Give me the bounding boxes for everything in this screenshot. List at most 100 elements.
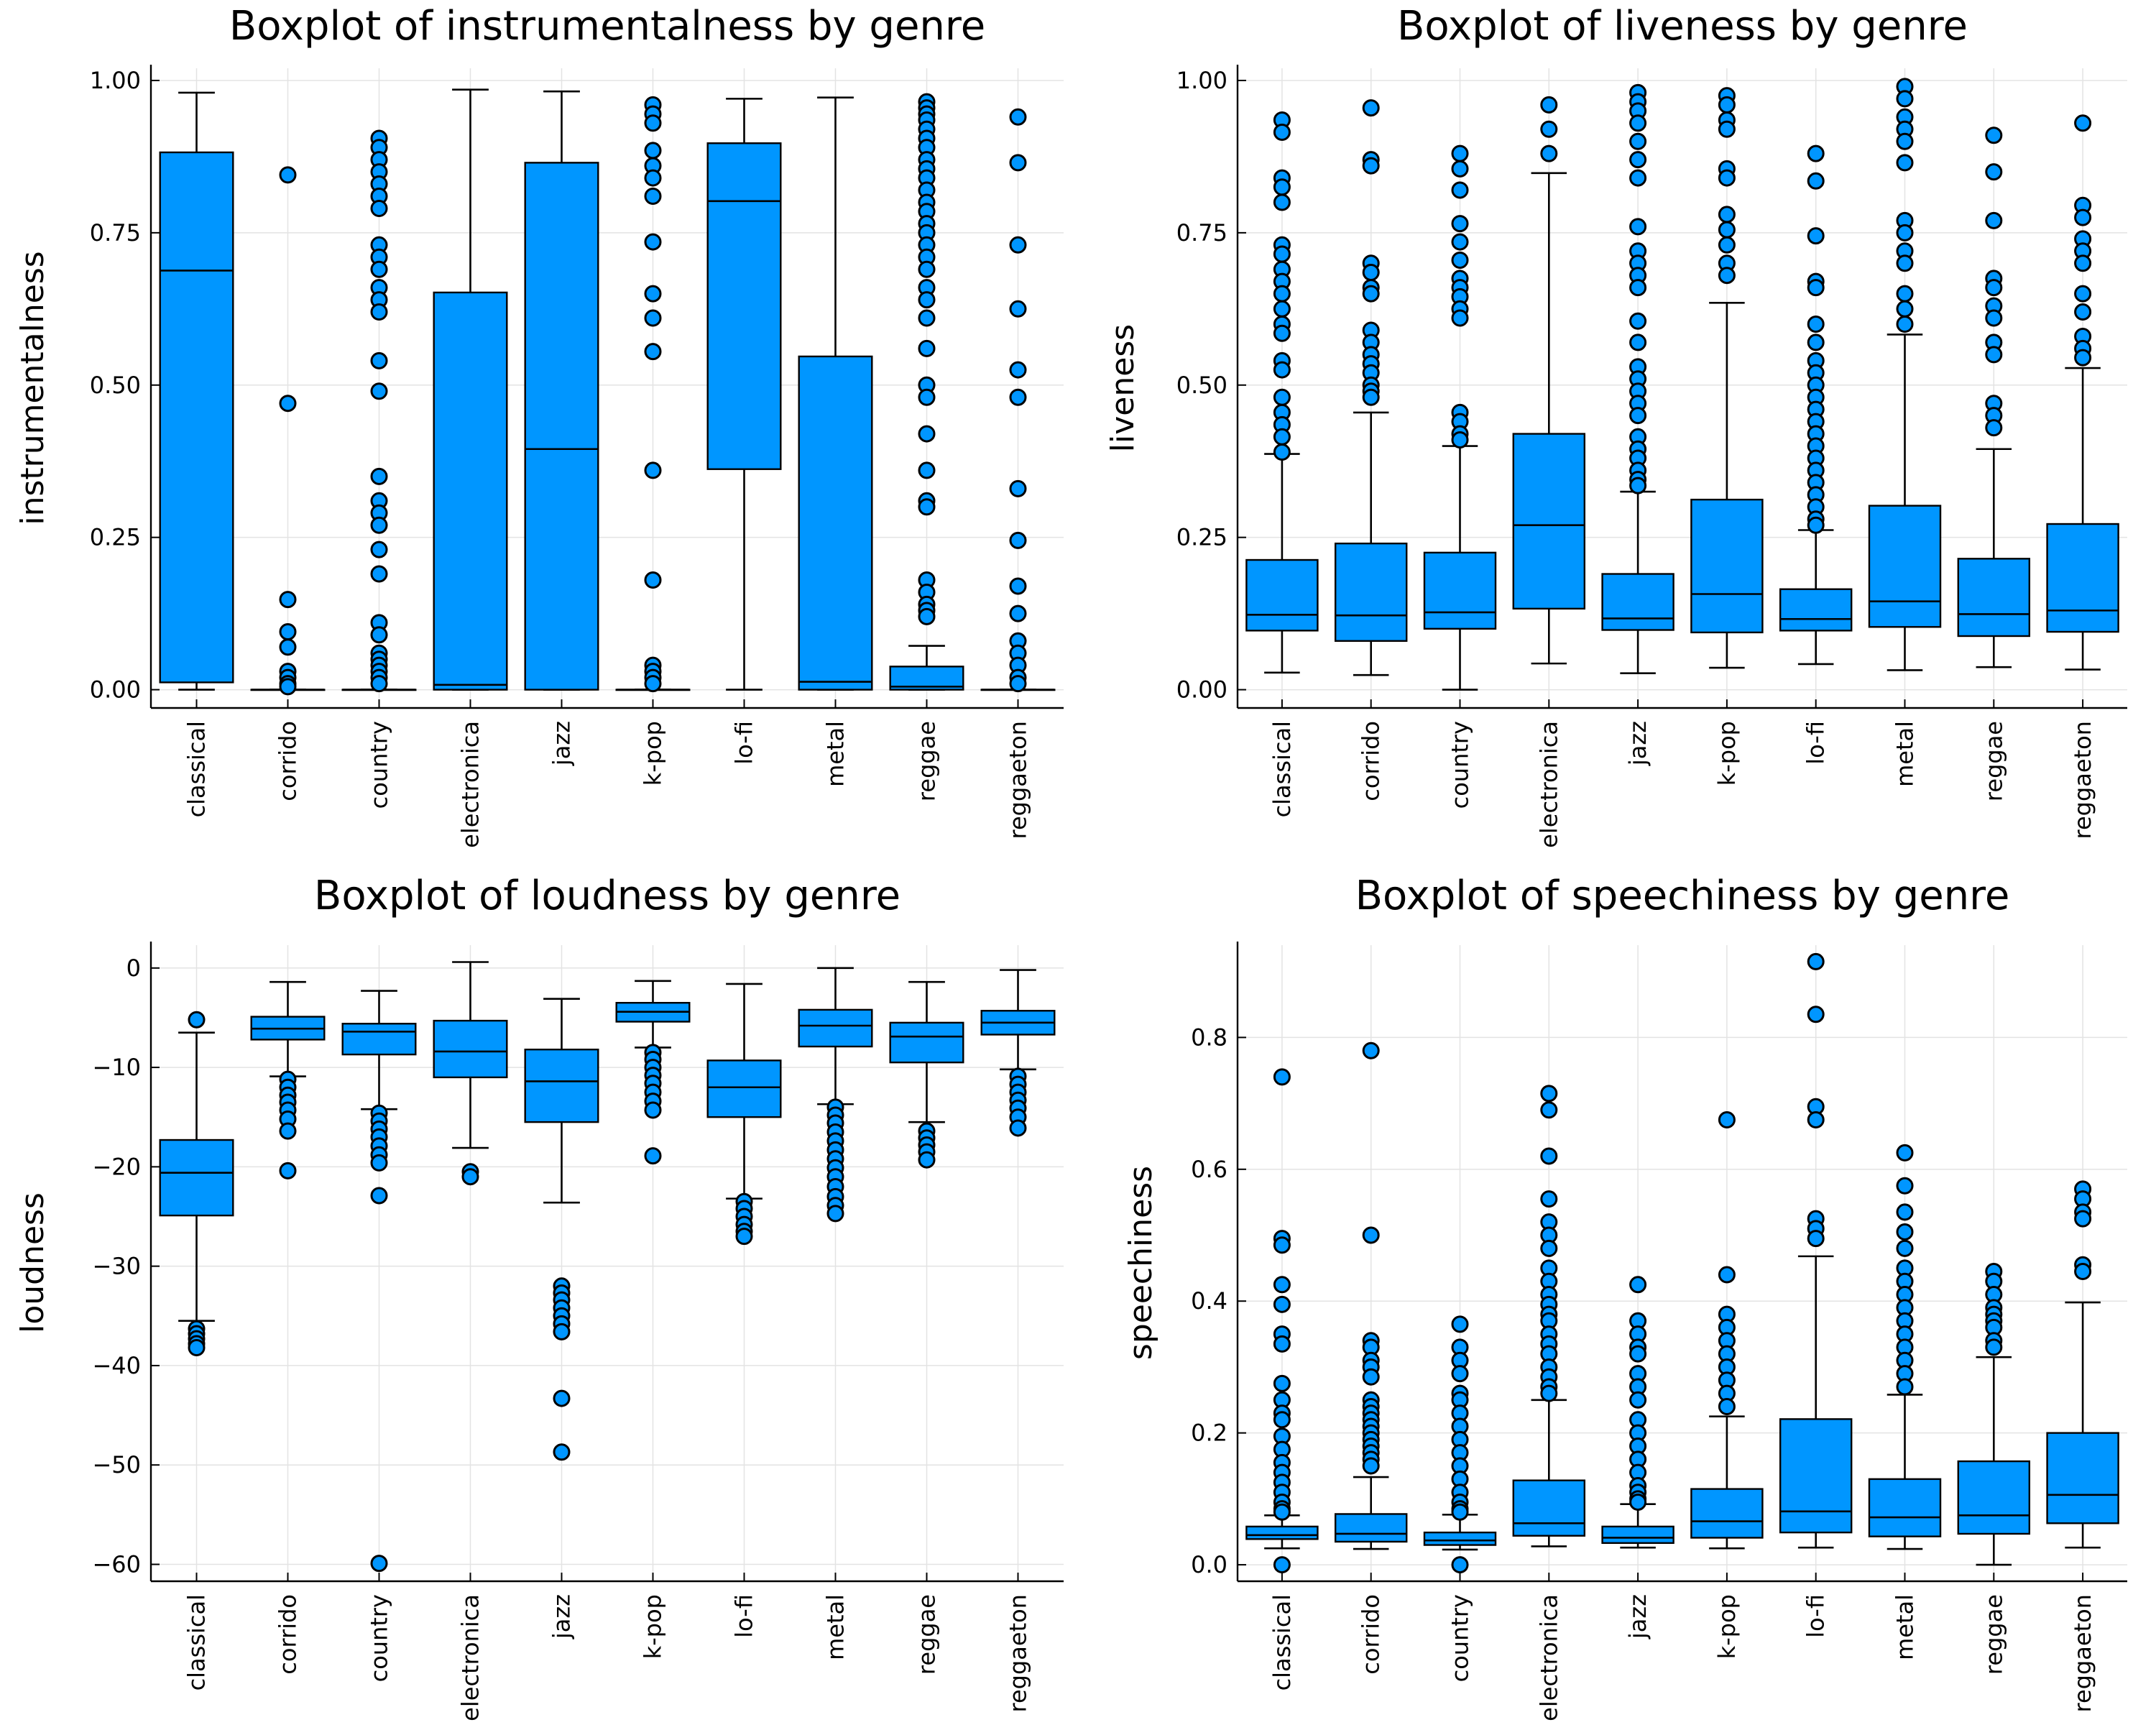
outlier-point bbox=[370, 351, 388, 369]
box-metal bbox=[1868, 1144, 1942, 1550]
outlier-point bbox=[1629, 1345, 1647, 1363]
box-k-pop bbox=[1690, 87, 1764, 669]
outlier-point bbox=[1273, 1374, 1291, 1392]
outlier-point bbox=[1273, 1295, 1291, 1313]
outlier-point bbox=[1451, 160, 1469, 178]
x-tick-label: k-pop bbox=[1713, 721, 1741, 786]
box-k-pop bbox=[615, 980, 691, 1165]
iqr-box bbox=[524, 162, 599, 691]
outlier-point bbox=[644, 188, 662, 205]
outlier-point bbox=[1451, 1503, 1469, 1521]
outlier-point bbox=[370, 540, 388, 558]
box-classical bbox=[1245, 1068, 1319, 1574]
panel-3: Boxplot of loudness by genre loudness 0 −10… bbox=[14, 873, 1064, 1721]
outlier-point bbox=[1985, 309, 2003, 327]
outlier-point bbox=[918, 1151, 936, 1169]
outlier-point bbox=[1629, 114, 1647, 132]
outlier-point bbox=[370, 1555, 388, 1573]
outlier-point bbox=[1807, 316, 1825, 333]
outlier-point bbox=[1985, 419, 2003, 437]
outlier-point bbox=[1629, 477, 1647, 494]
outlier-point bbox=[1718, 1111, 1736, 1129]
outlier-point bbox=[1009, 154, 1027, 172]
x-tick-label: k-pop bbox=[640, 721, 667, 786]
x-tick-label: lo-fi bbox=[1802, 1594, 1830, 1638]
outlier-point bbox=[1896, 154, 1914, 172]
box-classical bbox=[159, 91, 234, 691]
x-tick-label: classical bbox=[183, 721, 211, 817]
y-tick-label: −40 bbox=[92, 1352, 141, 1379]
iqr-box bbox=[798, 355, 873, 691]
x-tick-label: electronica bbox=[1535, 721, 1562, 848]
outlier-point bbox=[644, 571, 662, 589]
x-tick-label: metal bbox=[1892, 721, 1919, 787]
outlier-point bbox=[1896, 90, 1914, 108]
box-jazz bbox=[1601, 1276, 1674, 1549]
outlier-point bbox=[1896, 224, 1914, 242]
outlier-point bbox=[1451, 252, 1469, 269]
outlier-point bbox=[553, 1389, 571, 1407]
outlier-point bbox=[1985, 1338, 2003, 1356]
x-tick-label: reggaeton bbox=[1005, 721, 1032, 839]
chart-title: Boxplot of liveness by genre bbox=[1397, 3, 1968, 50]
outlier-point bbox=[1896, 1144, 1914, 1162]
outlier-point bbox=[1629, 132, 1647, 150]
box-jazz bbox=[1601, 83, 1674, 674]
outlier-point bbox=[644, 675, 662, 693]
outlier-point bbox=[1273, 428, 1291, 446]
box-reggaeton bbox=[980, 108, 1056, 693]
x-tick-label: corrido bbox=[275, 721, 302, 801]
outlier-point bbox=[1362, 263, 1380, 281]
outlier-point bbox=[1718, 221, 1736, 239]
outlier-point bbox=[1273, 1411, 1291, 1429]
outlier-point bbox=[1629, 218, 1647, 236]
outlier-point bbox=[370, 467, 388, 485]
box-reggaeton bbox=[2046, 1180, 2119, 1549]
outlier-point bbox=[644, 461, 662, 479]
iqr-box bbox=[1957, 1460, 2031, 1535]
x-tick-label: reggaeton bbox=[2069, 1594, 2096, 1712]
outlier-point bbox=[1718, 206, 1736, 224]
outlier-point bbox=[279, 623, 297, 641]
y-axis-label: loudness bbox=[14, 1192, 51, 1333]
y-tick-label: 1.00 bbox=[1176, 67, 1227, 94]
y-tick-label: 0.6 bbox=[1191, 1156, 1227, 1183]
y-tick-label: −30 bbox=[92, 1253, 141, 1280]
iqr-box bbox=[1690, 498, 1764, 634]
outlier-point bbox=[918, 607, 936, 625]
outlier-point bbox=[1451, 309, 1469, 327]
outlier-point bbox=[553, 1322, 571, 1340]
outlier-point bbox=[2074, 208, 2092, 226]
box-country bbox=[341, 129, 417, 693]
box-country bbox=[1423, 144, 1497, 691]
outlier-point bbox=[644, 142, 662, 160]
outlier-point bbox=[1807, 227, 1825, 245]
outlier-point bbox=[279, 1162, 297, 1179]
outlier-point bbox=[1540, 1147, 1558, 1165]
outlier-point bbox=[1807, 144, 1825, 162]
y-tick-label: −50 bbox=[92, 1451, 141, 1478]
outlier-point bbox=[1985, 279, 2003, 297]
outlier-point bbox=[1896, 316, 1914, 333]
outlier-point bbox=[1807, 334, 1825, 351]
x-tick-label: k-pop bbox=[1713, 1594, 1741, 1659]
iqr-box bbox=[706, 1059, 782, 1118]
outlier-point bbox=[1718, 267, 1736, 285]
x-tick-label: jazz bbox=[548, 1594, 576, 1639]
y-tick-label: −60 bbox=[92, 1550, 141, 1578]
outlier-point bbox=[1362, 157, 1380, 175]
chart-title: Boxplot of loudness by genre bbox=[314, 873, 900, 919]
outlier-point bbox=[1451, 144, 1469, 162]
outlier-point bbox=[370, 516, 388, 534]
outlier-point bbox=[1273, 361, 1291, 379]
y-tick-label: 0.50 bbox=[1176, 372, 1227, 399]
outlier-point bbox=[1540, 96, 1558, 114]
box-jazz bbox=[524, 998, 599, 1461]
box-jazz bbox=[524, 90, 599, 691]
iqr-box bbox=[2046, 1432, 2119, 1524]
outlier-point bbox=[918, 339, 936, 357]
box-lo-fi bbox=[706, 983, 782, 1246]
x-tick-label: classical bbox=[1268, 721, 1296, 817]
outlier-point bbox=[644, 233, 662, 251]
outlier-point bbox=[1362, 1041, 1380, 1059]
